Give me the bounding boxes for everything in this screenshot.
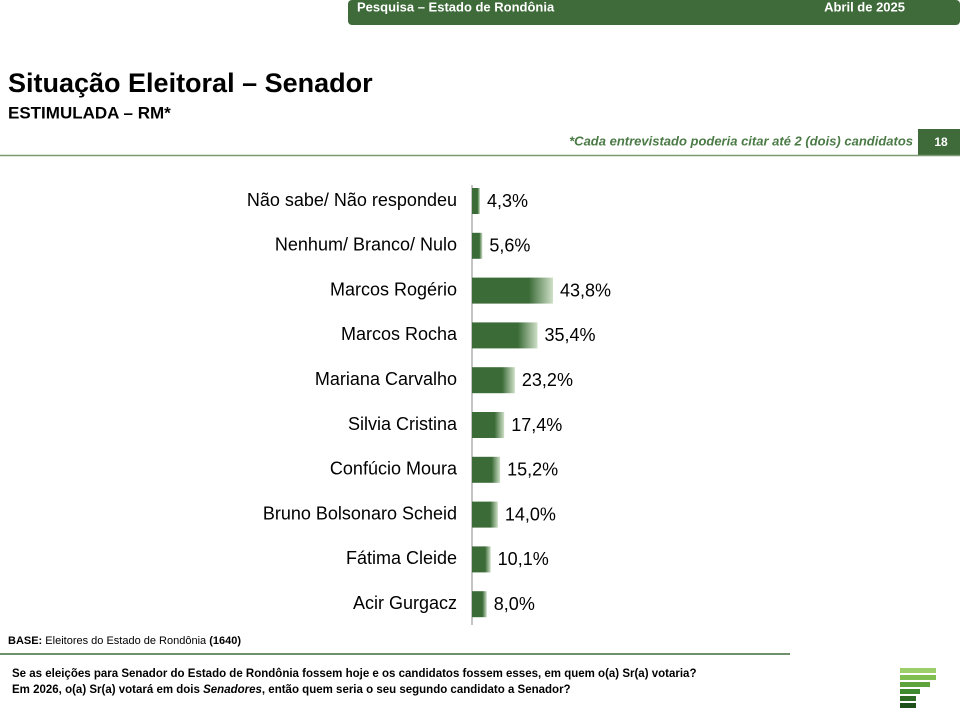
category-label: Mariana Carvalho [315, 369, 457, 389]
value-label: 23,2% [522, 370, 573, 390]
base-text: Eleitores do Estado de Rondônia [45, 635, 207, 647]
bar [472, 591, 487, 618]
bar [472, 188, 480, 214]
value-label: 5,6% [489, 236, 530, 256]
bar [472, 277, 554, 304]
bar [472, 456, 501, 483]
category-label: Acir Gurgacz [353, 593, 457, 613]
chart-title: Situação Eleitoral – Senador [8, 68, 373, 98]
header-bar [348, 0, 960, 25]
bar [472, 367, 515, 394]
value-label: 8,0% [494, 594, 535, 614]
note: *Cada entrevistado poderia citar até 2 (… [569, 133, 913, 148]
category-label: Marcos Rocha [341, 324, 458, 344]
page-number: 18 [934, 135, 948, 149]
logo [900, 668, 936, 708]
value-label: 4,3% [487, 191, 528, 211]
question-2-c: , então quem seria o seu segundo candida… [262, 684, 571, 696]
base-label: BASE: [8, 635, 42, 647]
category-label: Marcos Rogério [330, 279, 457, 299]
chart-subtitle: ESTIMULADA – RM* [8, 103, 171, 122]
base: BASE: Eleitores do Estado de Rondônia (1… [8, 635, 241, 647]
value-label: 10,1% [498, 549, 549, 569]
value-label: 14,0% [505, 504, 556, 524]
value-label: 17,4% [511, 415, 562, 435]
bar [472, 501, 498, 528]
value-label: 43,8% [560, 280, 611, 300]
base-n: (1640) [209, 635, 241, 647]
category-label: Bruno Bolsonaro Scheid [263, 503, 457, 523]
question-2-a: Em 2026, o(a) Sr(a) votará em dois [12, 684, 203, 696]
category-label: Silvia Cristina [348, 414, 458, 434]
bar [472, 546, 491, 573]
category-label: Não sabe/ Não respondeu [247, 190, 457, 210]
value-label: 35,4% [544, 325, 595, 345]
bar [472, 322, 538, 349]
header-left: Pesquisa – Estado de Rondônia [357, 0, 555, 14]
bar [472, 412, 505, 438]
category-label: Fátima Cleide [346, 548, 457, 568]
question-2-b: Senadores [203, 684, 262, 696]
category-label: Nenhum/ Branco/ Nulo [275, 235, 457, 255]
header-right: Abril de 2025 [824, 0, 905, 14]
value-label: 15,2% [507, 460, 558, 480]
question-2: Em 2026, o(a) Sr(a) votará em dois Senad… [12, 684, 571, 696]
category-label: Confúcio Moura [330, 459, 458, 479]
page-number-box [918, 129, 960, 155]
question-1: Se as eleições para Senador do Estado de… [12, 668, 696, 680]
bar [472, 232, 483, 259]
